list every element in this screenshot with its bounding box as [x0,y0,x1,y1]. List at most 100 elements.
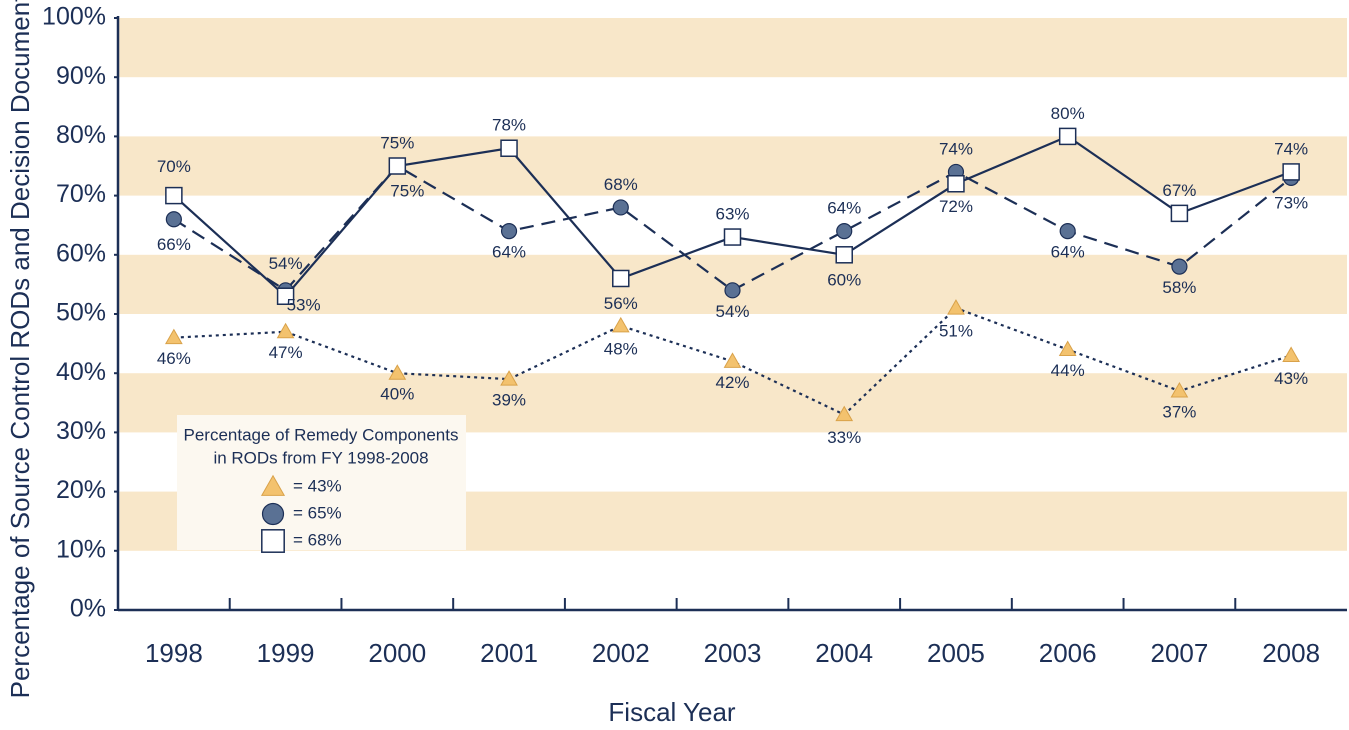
triangle-marker [835,405,854,422]
data-label: 46% [157,349,191,368]
square-marker [947,175,965,193]
square-marker [388,157,407,175]
bands [118,18,1347,551]
data-label: 75% [390,181,424,200]
x-tick-label: 2002 [592,638,650,668]
square-marker [612,269,630,288]
data-label: 42% [715,373,749,392]
y-tick-label: 80% [56,121,106,149]
data-label: 54% [269,254,303,273]
y-axis-label: Percentage of Source Control RODs and De… [5,0,35,698]
x-tick-label: 2004 [815,638,873,668]
y-tick-label: 0% [70,595,106,623]
y-tick-label: 50% [56,299,106,327]
x-tick-label: 2000 [368,638,426,668]
band [118,18,1347,78]
x-axis-label: Fiscal Year [608,697,736,727]
y-tick-label: 100% [42,3,106,31]
band [118,136,1347,196]
x-tick-label: 2006 [1039,638,1097,668]
data-label: 66% [157,235,191,254]
data-label: 53% [287,296,321,315]
data-label: 64% [492,243,526,262]
data-label: 67% [1162,181,1196,200]
data-label: 60% [827,270,861,289]
x-tick-label: 2003 [704,638,762,668]
data-label: 68% [604,175,638,194]
data-label: 43% [1274,369,1308,388]
y-tick-label: 70% [56,180,106,208]
data-label: 72% [939,197,973,216]
square-marker [276,287,295,305]
x-tick-label: 2001 [480,638,538,668]
data-label: 74% [939,139,973,158]
data-label: 48% [604,339,638,358]
data-label: 58% [1162,278,1196,297]
data-label: 64% [1051,243,1085,262]
data-label: 75% [380,133,414,152]
legend-title: Percentage of Remedy Components [184,425,459,444]
y-tick-label: 30% [56,417,106,445]
circle-marker [1171,258,1188,275]
data-label: 37% [1162,402,1196,421]
data-label: 63% [715,205,749,224]
triangle-marker [1170,381,1189,398]
y-tick-label: 90% [56,62,106,90]
x-tick-label: 2005 [927,638,985,668]
circle-marker [612,199,629,216]
triangle-marker [611,316,630,333]
y-tick-label: 40% [56,358,106,386]
legend-label: = 43% [293,476,342,495]
data-label: 44% [1051,361,1085,380]
data-label: 73% [1274,193,1308,212]
data-label: 78% [492,116,526,135]
circle-marker [836,223,853,240]
legend: Percentage of Remedy Components in RODs f… [177,415,466,553]
legend-label: = 68% [293,530,342,549]
data-label: 47% [269,343,303,362]
x-tick-label: 2008 [1262,638,1320,668]
square-marker [1282,163,1300,181]
circle-marker [1059,223,1076,240]
square-marker [835,246,853,264]
y-tick-label: 10% [56,535,106,563]
data-label: 64% [827,199,861,218]
data-label: 51% [939,322,973,341]
legend-title: in RODs from FY 1998-2008 [213,448,428,467]
triangle-marker [947,299,965,315]
square-marker [261,529,285,553]
triangle-marker [388,364,407,380]
y-tick-label: 60% [56,239,106,267]
data-label: 80% [1051,104,1085,123]
triangle-marker [1282,346,1301,362]
data-label: 40% [380,385,414,404]
triangle-marker [1058,340,1077,357]
triangle-marker [723,352,742,368]
square-marker [1170,204,1189,223]
data-label: 70% [157,157,191,176]
triangle-marker [165,328,183,345]
legend-box [177,415,466,550]
data-label: 39% [492,391,526,410]
y-tick-label: 20% [56,476,106,504]
x-tick-label: 2007 [1150,638,1208,668]
legend-label: = 65% [293,503,342,522]
triangle-marker [500,370,518,386]
square-marker [165,186,183,205]
circle-marker [724,282,741,299]
data-label: 33% [827,428,861,447]
circle-marker [165,211,182,228]
circle-marker [261,502,285,526]
x-tick-label: 1999 [257,638,315,668]
data-label: 56% [604,294,638,313]
circle-marker [500,223,518,240]
triangle-marker [260,474,286,496]
square-marker [500,139,518,157]
square-marker [723,228,742,246]
data-label: 54% [715,302,749,321]
triangle-marker [276,322,295,339]
square-marker [1058,127,1077,146]
data-label: 74% [1274,139,1308,158]
x-tick-label: 1998 [145,638,203,668]
